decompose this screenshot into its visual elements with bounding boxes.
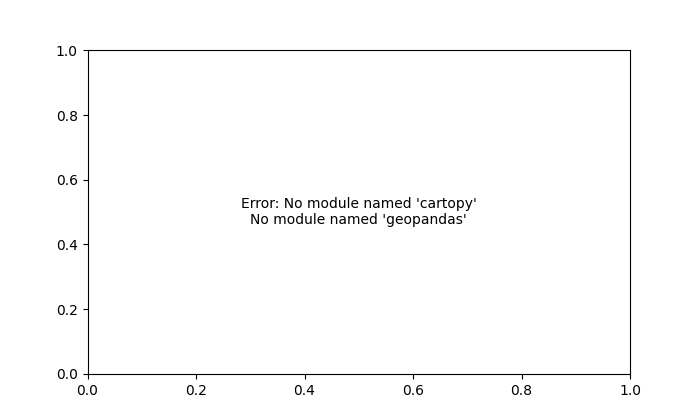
Text: Error: No module named 'cartopy'
No module named 'geopandas': Error: No module named 'cartopy' No modu… [241,197,477,227]
